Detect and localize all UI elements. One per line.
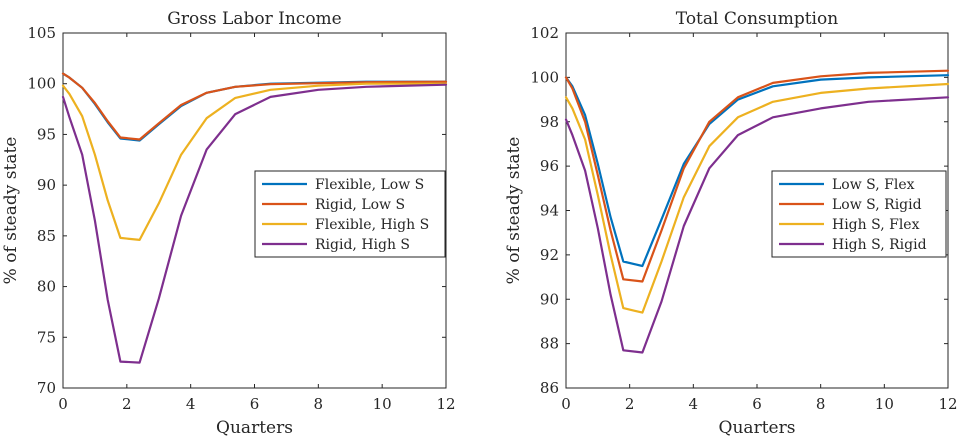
chart-title: Total Consumption xyxy=(676,9,838,29)
series-line-1 xyxy=(564,74,950,268)
y-tick-label: 70 xyxy=(37,379,56,397)
series-line-3 xyxy=(564,82,950,314)
legend-label: Low S, Rigid xyxy=(832,197,922,213)
y-tick-label: 75 xyxy=(37,328,56,346)
x-tick-label: 8 xyxy=(816,395,826,413)
series-line-4 xyxy=(61,83,448,364)
y-tick-label: 100 xyxy=(27,75,56,93)
chart-total-consumption: Total Consumption 0 2 4 6 8 10 12 86 88 90 92 94 96 98… xyxy=(504,9,958,438)
y-tick-label: 100 xyxy=(530,68,559,86)
y-tick-label: 94 xyxy=(540,202,559,220)
y-tick-label: 102 xyxy=(530,24,559,42)
y-axis-label: % of steady state xyxy=(504,137,524,285)
y-tick-label: 90 xyxy=(37,176,56,194)
x-tick-label: 0 xyxy=(58,395,68,413)
y-tick-label: 88 xyxy=(540,335,559,353)
series-line-4 xyxy=(564,96,950,354)
chart-gross-labor-income: Gross Labor Income 0 2 4 6 8 10 12 70 75 80 85 90 95 1… xyxy=(1,9,456,438)
series-line-3 xyxy=(61,82,448,241)
x-tick-label: 8 xyxy=(314,395,324,413)
y-tick-label: 95 xyxy=(37,125,56,143)
series-line-2 xyxy=(564,69,950,283)
x-axis-label: Quarters xyxy=(216,418,293,438)
legend-label: Low S, Flex xyxy=(832,177,915,193)
legend-label: High S, Flex xyxy=(832,217,920,233)
x-tick-label: 10 xyxy=(875,395,894,413)
legend-label: Flexible, High S xyxy=(315,217,429,233)
x-tick-label: 4 xyxy=(689,395,699,413)
legend-label: Rigid, High S xyxy=(315,237,410,253)
chart-title: Gross Labor Income xyxy=(167,9,341,29)
y-tick-label: 96 xyxy=(540,157,559,175)
x-axis-label: Quarters xyxy=(719,418,796,438)
x-tick-label: 4 xyxy=(186,395,196,413)
legend-label: High S, Rigid xyxy=(832,237,927,253)
legend-label: Flexible, Low S xyxy=(315,177,424,193)
legend: Low S, Flex Low S, Rigid High S, Flex High … xyxy=(771,170,947,258)
y-tick-label: 98 xyxy=(540,113,559,131)
legend: Flexible, Low S Rigid, Low S Flexible, Hig… xyxy=(254,170,446,258)
y-tick-label: 92 xyxy=(540,246,559,264)
x-tick-label: 2 xyxy=(122,395,132,413)
x-tick-label: 12 xyxy=(938,395,957,413)
series-line-2 xyxy=(61,72,448,141)
x-tick-label: 12 xyxy=(436,395,455,413)
y-tick-label: 85 xyxy=(37,227,56,245)
legend-label: Rigid, Low S xyxy=(315,197,405,213)
legend-box xyxy=(771,170,947,258)
y-tick-label: 80 xyxy=(37,278,56,296)
x-tick-label: 0 xyxy=(561,395,571,413)
y-tick-label: 86 xyxy=(540,379,559,397)
y-tick-label: 90 xyxy=(540,290,559,308)
y-tick-label: 105 xyxy=(27,24,56,42)
x-tick-label: 10 xyxy=(373,395,392,413)
legend-box xyxy=(254,170,446,258)
y-axis-label: % of steady state xyxy=(1,137,21,285)
x-tick-label: 2 xyxy=(625,395,635,413)
x-tick-label: 6 xyxy=(752,395,762,413)
x-tick-label: 6 xyxy=(250,395,260,413)
